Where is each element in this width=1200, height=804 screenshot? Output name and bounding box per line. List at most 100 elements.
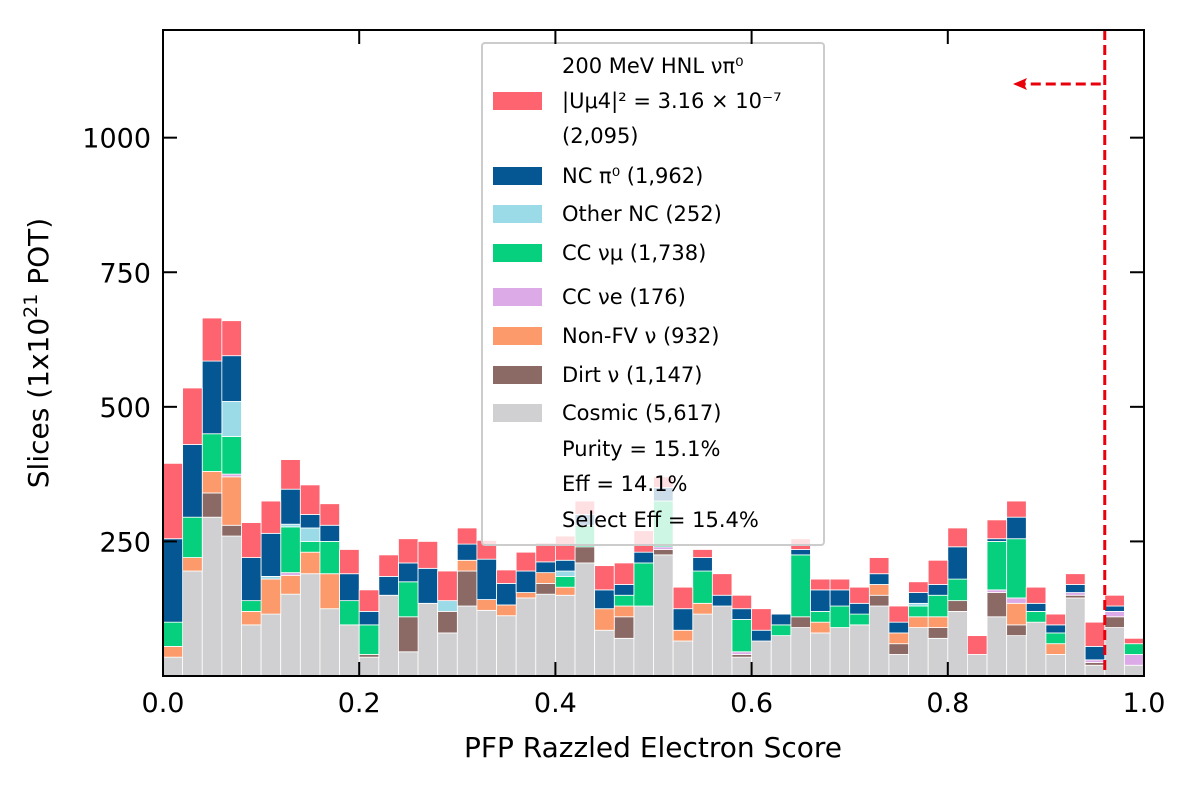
- bar-segment: [241, 557, 262, 602]
- bar-segment: [672, 640, 694, 677]
- bar-segment: [1084, 659, 1106, 663]
- bar-segment: [417, 567, 439, 604]
- bar-segment: [868, 605, 890, 677]
- bar-segment: [574, 562, 596, 677]
- bar-segment: [1045, 654, 1066, 677]
- bar-segment: [201, 360, 223, 435]
- x-tick-label: 0.0: [142, 688, 185, 719]
- bar-segment: [908, 616, 929, 628]
- bar-segment: [162, 656, 184, 677]
- bar-segment: [1025, 602, 1047, 612]
- bar-segment: [829, 605, 851, 628]
- bar-segment: [1084, 645, 1106, 661]
- bar-segment: [1045, 613, 1066, 626]
- bar-segment: [947, 527, 968, 548]
- bar-segment: [868, 557, 890, 575]
- bar-segment: [1045, 624, 1066, 634]
- bar-segment: [888, 621, 909, 634]
- bar-segment: [1123, 637, 1145, 645]
- bar-segment: [555, 576, 576, 588]
- bar-segment: [790, 549, 811, 556]
- bar-segment: [378, 554, 399, 577]
- bar-segment: [810, 589, 831, 612]
- bar-segment: [339, 624, 360, 677]
- legend: 200 MeV HNL νπ⁰ |Uμ4|² = 3.16 × 10⁻⁷ (2,0…: [481, 42, 825, 546]
- bar-segment: [1065, 573, 1086, 585]
- bar-segment: [947, 611, 968, 677]
- bar-segment: [280, 572, 301, 576]
- bar-segment: [751, 608, 772, 631]
- bar-segment: [398, 562, 419, 583]
- bar-segment: [241, 611, 262, 626]
- bar-segment: [476, 609, 497, 677]
- bar-segment: [1006, 597, 1027, 604]
- bar-segment: [1084, 662, 1106, 666]
- bar-segment: [182, 444, 203, 518]
- bar-segment: [770, 613, 792, 626]
- series-5: [221, 401, 929, 612]
- legend-label-hnl: 200 MeV HNL νπ⁰: [562, 54, 744, 78]
- bar-segment: [358, 624, 380, 655]
- bar-segment: [1104, 594, 1125, 607]
- bar-segment: [260, 532, 282, 577]
- legend-swatch: [493, 327, 542, 345]
- bar-segment: [868, 584, 890, 596]
- bar-segment: [711, 594, 733, 607]
- bar-segment: [221, 436, 242, 475]
- bar-segment: [731, 594, 752, 610]
- bar-segment: [182, 387, 203, 445]
- x-tick-label: 0.2: [338, 688, 381, 719]
- bar-segment: [535, 583, 556, 595]
- legend-label: Other NC (252): [562, 202, 722, 226]
- bar-segment: [201, 317, 223, 362]
- bar-segment: [810, 632, 831, 677]
- bar-segment: [613, 605, 635, 618]
- bar-segment: [299, 573, 321, 677]
- bar-segment: [162, 462, 184, 540]
- bar-segment: [299, 514, 321, 529]
- bar-segment: [829, 589, 851, 607]
- bar-segment: [221, 473, 242, 478]
- series-2: [162, 471, 1066, 658]
- bar-segment: [221, 320, 242, 357]
- bar-segment: [672, 608, 694, 631]
- bar-segment: [260, 578, 282, 615]
- y-tick-label: 500: [99, 393, 151, 424]
- bar-segment: [555, 570, 576, 577]
- bar-segment: [1104, 616, 1125, 628]
- bar-segment: [653, 549, 674, 556]
- bar-segment: [496, 583, 517, 606]
- bar-segment: [653, 546, 674, 550]
- bar-segment: [358, 589, 380, 612]
- bar-segment: [1065, 594, 1086, 599]
- bar-segment: [280, 459, 301, 490]
- bar-segment: [888, 643, 909, 655]
- bar-segment: [398, 581, 419, 618]
- legend-label: Non-FV ν (932): [562, 324, 719, 348]
- bar-segment: [888, 632, 909, 645]
- legend-label-hnl: |Uμ4|² = 3.16 × 10⁻⁷: [562, 89, 782, 114]
- bar-segment: [456, 570, 478, 607]
- bar-segment: [849, 602, 870, 615]
- bar-segment: [927, 637, 949, 677]
- y-axis-label: Slices (1x1021 POT): [20, 218, 55, 488]
- bar-segment: [358, 656, 380, 677]
- bar-segment: [751, 640, 772, 677]
- bar-segment: [810, 578, 831, 591]
- y-tick-label: 750: [99, 258, 151, 289]
- bar-segment: [927, 594, 949, 618]
- selection-cut: [1013, 30, 1107, 676]
- bar-segment: [319, 503, 340, 526]
- bar-segment: [731, 656, 752, 677]
- bar-segment: [319, 573, 340, 610]
- bar-segment: [829, 578, 851, 591]
- legend-box: [481, 42, 825, 546]
- bar-segment: [515, 570, 537, 593]
- legend-swatch: [493, 366, 542, 384]
- bar-segment: [1065, 592, 1086, 596]
- bar-segment: [731, 654, 752, 658]
- bar-segment: [535, 572, 556, 584]
- bar-segment: [888, 605, 909, 623]
- bar-segment: [986, 541, 1008, 591]
- bar-segment: [1006, 500, 1027, 518]
